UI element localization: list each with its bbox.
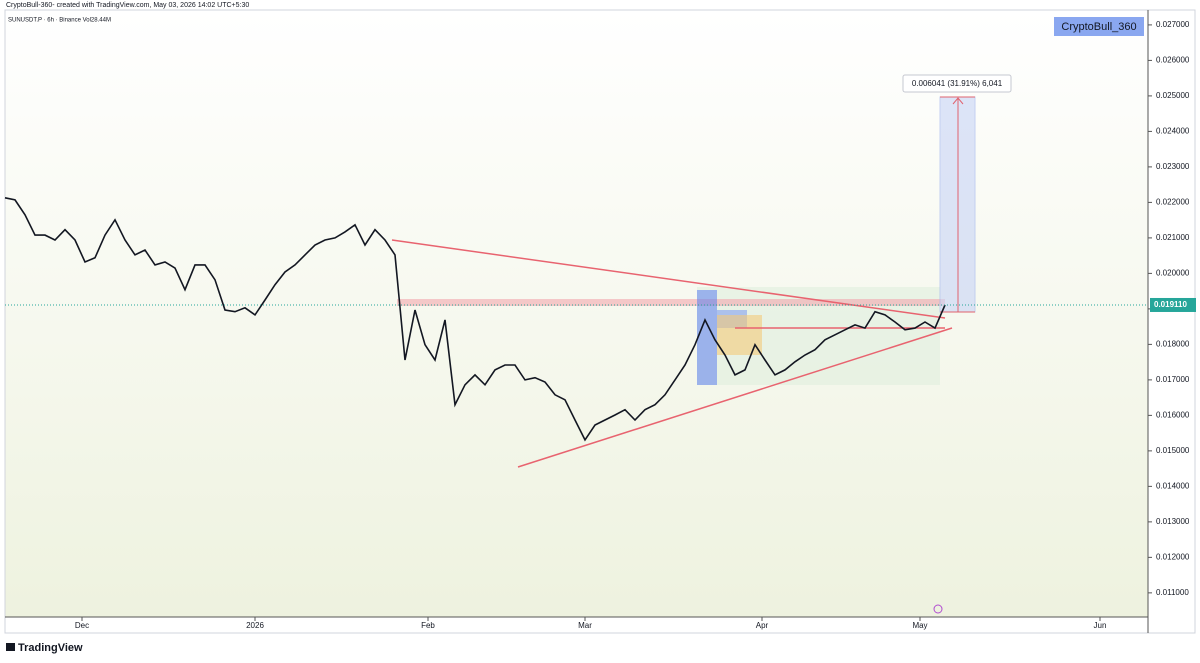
y-tick-label: 0.012000 bbox=[1156, 552, 1190, 561]
measure-label: 0.006041 (31.91%) 6,041 bbox=[912, 79, 1003, 88]
y-tick-label: 0.020000 bbox=[1156, 268, 1190, 277]
measure-label-box bbox=[902, 74, 1012, 93]
x-tick-label: Mar bbox=[578, 621, 592, 630]
event-icon bbox=[933, 604, 943, 614]
resistance-zone bbox=[397, 299, 945, 306]
x-tick-label: Apr bbox=[756, 621, 769, 630]
x-tick-label: Feb bbox=[421, 621, 435, 630]
y-tick-label: 0.017000 bbox=[1156, 375, 1190, 384]
lower-trendline bbox=[517, 327, 953, 468]
x-tick-label: May bbox=[912, 621, 927, 630]
profile-bars bbox=[717, 315, 762, 355]
y-tick-label: 0.026000 bbox=[1156, 56, 1190, 65]
logo-icon bbox=[6, 643, 15, 651]
profile-bars bbox=[697, 290, 717, 385]
price-line bbox=[4, 197, 946, 442]
y-tick-label: 0.022000 bbox=[1156, 198, 1190, 207]
y-tick-label: 0.025000 bbox=[1156, 91, 1190, 100]
header: CryptoBull-360- created with TradingView… bbox=[6, 2, 249, 9]
y-tick-label: 0.023000 bbox=[1156, 162, 1190, 171]
y-tick-label: 0.024000 bbox=[1156, 127, 1190, 136]
y-tick-label: 0.015000 bbox=[1156, 446, 1190, 455]
x-tick-label: 2026 bbox=[246, 621, 264, 630]
measure-arrowhead bbox=[952, 97, 964, 105]
volume-profile bbox=[697, 290, 762, 385]
watermark-text: CryptoBull_360 bbox=[1061, 21, 1136, 33]
chart-frame bbox=[4, 9, 1196, 634]
y-tick-label: 0.014000 bbox=[1156, 481, 1190, 490]
footer-logo: TradingView bbox=[18, 642, 83, 654]
watermark-box bbox=[1054, 17, 1144, 36]
last-price-label: 0.019110 bbox=[1154, 300, 1187, 309]
x-tick-label: Jun bbox=[1094, 621, 1107, 630]
x-tick-label: Dec bbox=[75, 621, 89, 630]
y-tick-label: 0.027000 bbox=[1156, 20, 1190, 29]
upper-trendline bbox=[391, 239, 946, 319]
symbol-line: SUNUSDT.P · 6h · Binance Vol28.44M bbox=[8, 18, 111, 24]
plot-background bbox=[5, 10, 1148, 617]
y-tick-label: 0.021000 bbox=[1156, 233, 1190, 242]
last-price-tag bbox=[1150, 297, 1196, 312]
y-tick-label: 0.018000 bbox=[1156, 339, 1190, 348]
y-tick-label: 0.013000 bbox=[1156, 517, 1190, 526]
y-tick-label: 0.016000 bbox=[1156, 410, 1190, 419]
y-tick-label: 0.011000 bbox=[1156, 588, 1189, 597]
